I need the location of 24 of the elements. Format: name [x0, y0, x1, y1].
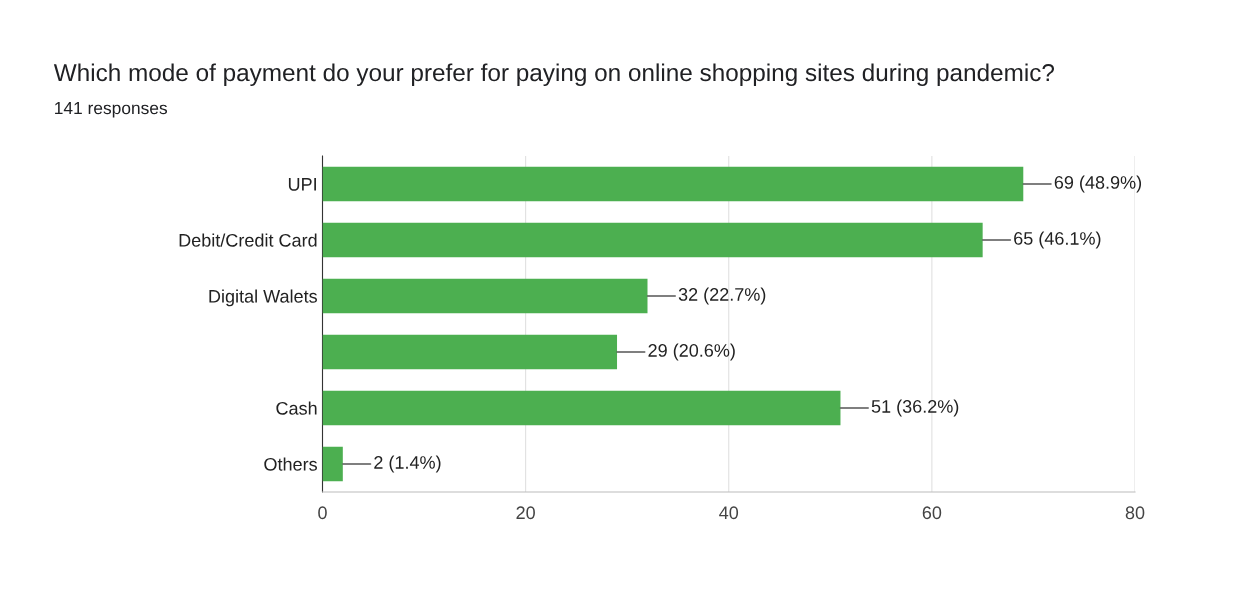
y-tick-label: Cash — [276, 401, 317, 415]
bar — [322, 166, 1024, 202]
bar — [322, 278, 648, 314]
data-label: 51 (36.2%) — [871, 399, 959, 417]
data-label: 2 (1.4%) — [374, 455, 441, 473]
data-label: 65 (46.1%) — [1014, 231, 1101, 249]
bar — [322, 334, 618, 370]
x-tick-label: 80 — [1125, 506, 1145, 520]
data-label: 32 (22.7%) — [678, 287, 766, 305]
y-tick-label: Others — [264, 457, 317, 471]
y-tick-label: UPI — [288, 178, 316, 191]
y-tick-label: Debit/Credit Card — [179, 233, 317, 247]
bar — [322, 390, 841, 426]
x-tick-label: 40 — [719, 506, 739, 520]
y-tick-label: Digital Walets — [209, 289, 317, 307]
x-tick-label: 0 — [318, 506, 327, 520]
x-tick-label: 20 — [516, 506, 535, 520]
data-label: 29 (20.6%) — [648, 343, 735, 361]
bar — [322, 222, 983, 258]
data-label: 69 (48.9%) — [1054, 175, 1142, 193]
chart-title: Which mode of payment do your prefer for paying on online shopping sites during pandemic? — [53, 63, 1055, 87]
bar — [322, 446, 343, 482]
text: 141 responses — [55, 102, 168, 118]
x-tick-label: 60 — [922, 506, 942, 520]
